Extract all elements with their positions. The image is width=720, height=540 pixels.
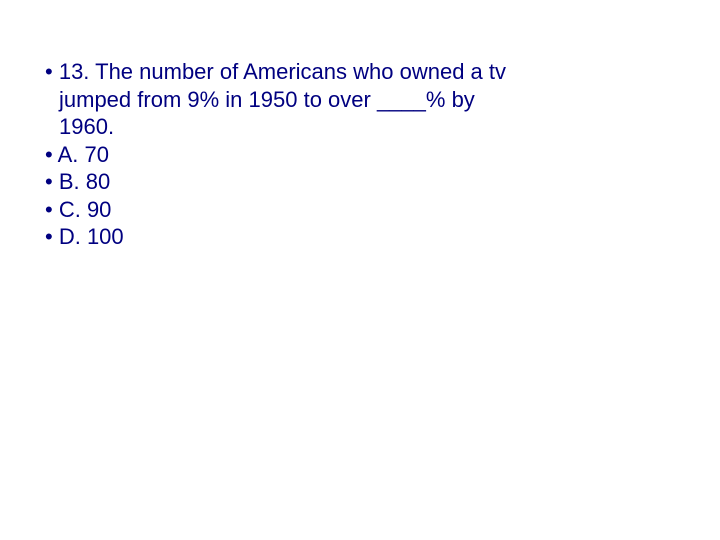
- question-text-1: 13. The number of Americans who owned a …: [59, 59, 506, 84]
- slide: • 13. The number of Americans who owned …: [0, 0, 720, 540]
- option-b: • B. 80: [45, 168, 675, 196]
- question-line-3: 1960.: [45, 113, 675, 141]
- question-line-2: jumped from 9% in 1950 to over ____% by: [45, 86, 675, 114]
- option-d-label: D. 100: [59, 224, 124, 249]
- option-c-label: C. 90: [59, 197, 112, 222]
- bullet-icon: •: [45, 224, 53, 249]
- bullet-icon: •: [45, 59, 53, 84]
- bullet-icon: •: [45, 169, 53, 194]
- option-a: • A. 70: [45, 141, 675, 169]
- option-d: • D. 100: [45, 223, 675, 251]
- option-a-label: A. 70: [58, 142, 109, 167]
- option-c: • C. 90: [45, 196, 675, 224]
- option-b-label: B. 80: [59, 169, 110, 194]
- question-line-1: • 13. The number of Americans who owned …: [45, 58, 675, 86]
- bullet-icon: •: [45, 197, 53, 222]
- bullet-icon: •: [45, 142, 53, 167]
